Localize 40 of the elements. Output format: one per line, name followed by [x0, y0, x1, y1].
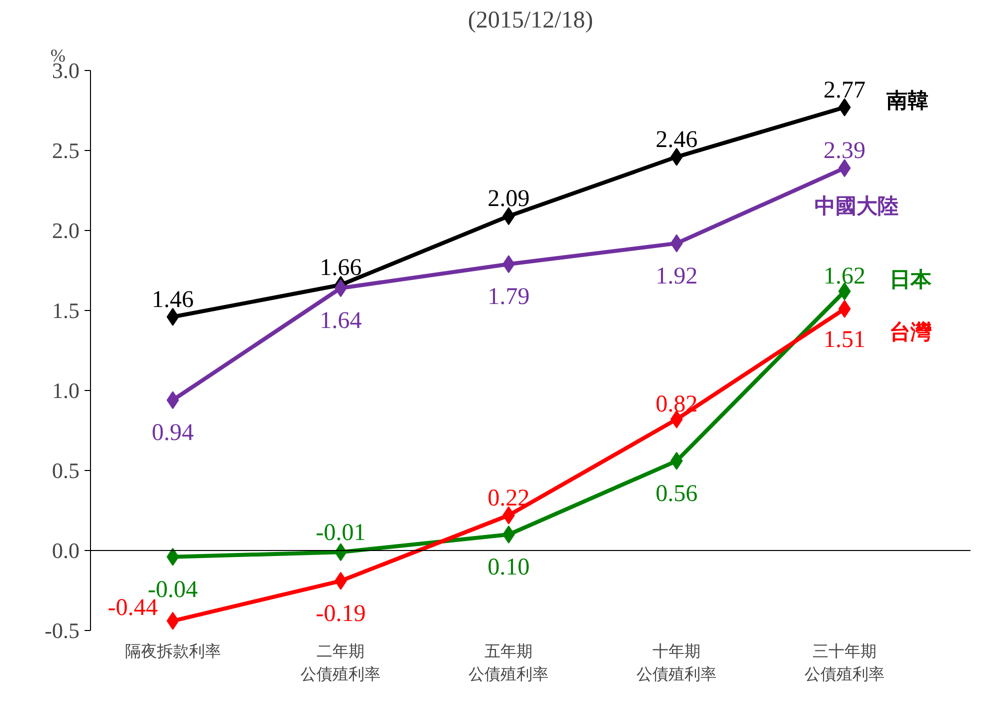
point — [670, 234, 683, 252]
data-label: 2.46 — [656, 126, 698, 153]
x-tick-label: 三十年期公債殖利率 — [804, 642, 885, 684]
x-tick-label: 十年期公債殖利率 — [636, 642, 717, 684]
chart-title: (2015/12/18) — [468, 8, 594, 34]
y-tick-label: 2.0 — [52, 218, 80, 243]
data-label: 1.92 — [656, 263, 698, 290]
data-label: 0.22 — [488, 485, 530, 512]
y-tick-label: 2.5 — [52, 138, 80, 163]
data-label: 0.56 — [656, 480, 698, 507]
point — [670, 148, 683, 166]
data-label: 1.46 — [152, 286, 194, 313]
data-label: 1.62 — [824, 263, 866, 290]
series-label: 日本 — [890, 267, 933, 292]
y-tick-label: 1.5 — [52, 298, 80, 323]
x-tick-label: 二年期公債殖利率 — [300, 642, 381, 684]
data-label: -0.01 — [316, 520, 366, 546]
data-label: 1.51 — [824, 326, 866, 353]
series-label: 中國大陸 — [814, 194, 899, 218]
data-label: 1.64 — [320, 308, 362, 334]
series-label: 南韓 — [886, 88, 929, 112]
x-tick-label: 隔夜拆款利率 — [124, 642, 221, 660]
data-label: -0.19 — [316, 600, 366, 627]
series-label: 台灣 — [890, 320, 933, 344]
y-tick-label: -0.5 — [44, 618, 80, 643]
y-tick-label: 0.5 — [52, 458, 80, 483]
data-label: 0.94 — [152, 420, 194, 446]
point — [838, 300, 851, 318]
data-label: 2.09 — [488, 186, 530, 212]
point — [670, 452, 683, 470]
data-label: 2.39 — [824, 138, 866, 164]
x-tick-label: 五年期公債殖利率 — [468, 642, 549, 684]
data-label: 1.79 — [488, 284, 530, 310]
point — [838, 159, 851, 178]
point — [838, 98, 851, 116]
y-tick-label: 0.0 — [52, 538, 80, 563]
data-label: 0.10 — [488, 554, 530, 580]
data-label: 1.66 — [320, 254, 362, 281]
data-label: 2.77 — [824, 77, 866, 104]
y-tick-label: 1.0 — [52, 378, 80, 403]
